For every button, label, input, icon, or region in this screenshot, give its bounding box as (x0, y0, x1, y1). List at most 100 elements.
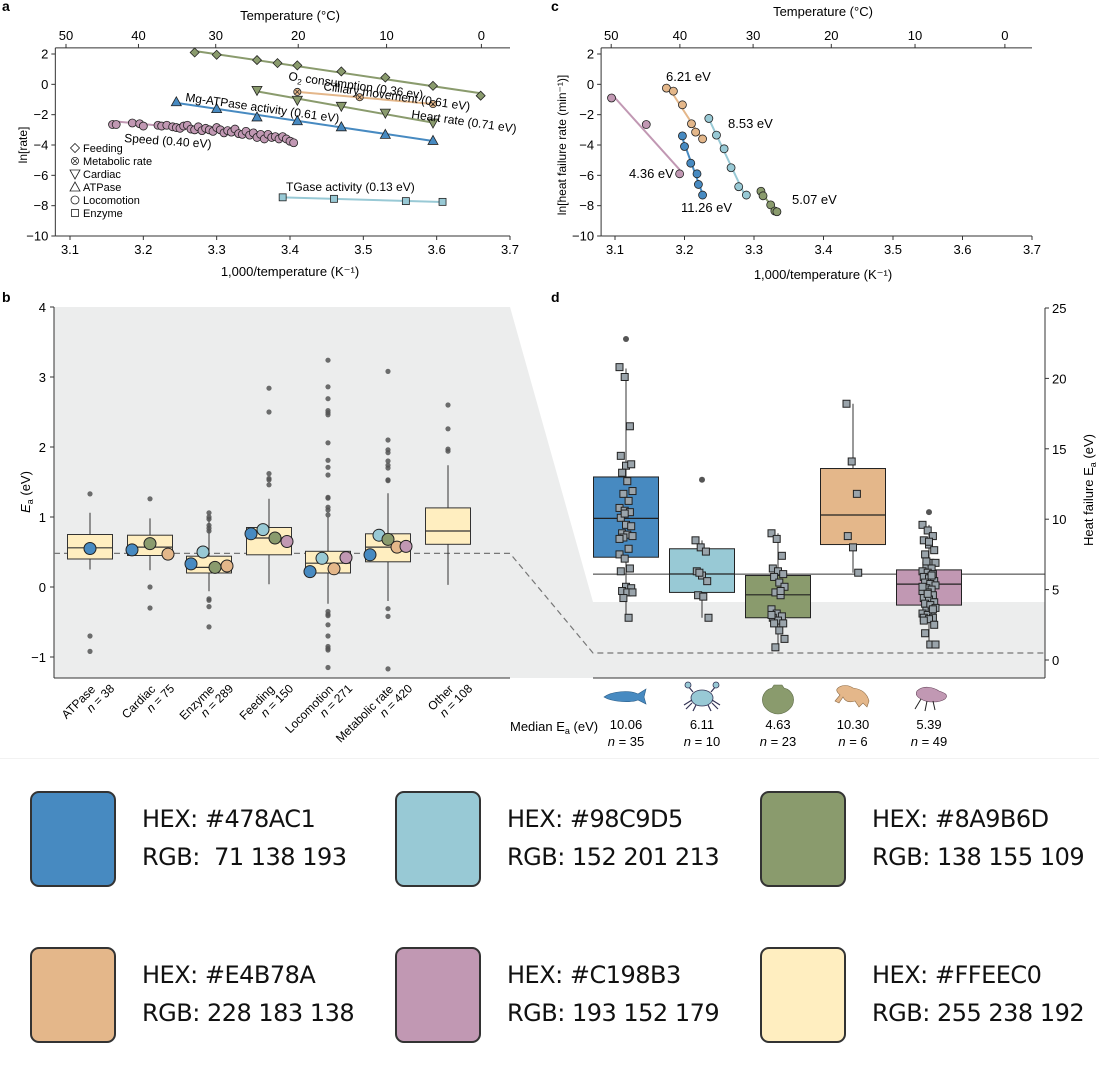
legend-symbol-icon (71, 209, 79, 217)
y-tick-label: 0 (41, 77, 48, 92)
panel-b-category-labels: ATPasen = 38 Cardiacn = 75 Enzymen = 289 Fe… (59, 681, 476, 745)
n-label: n = 23 (760, 734, 797, 749)
outlier-point (926, 509, 932, 516)
box-crab (669, 476, 735, 622)
data-point (696, 543, 705, 552)
data-point (921, 629, 930, 638)
color-swatch (395, 947, 481, 1043)
taxon-point (220, 559, 234, 573)
top-tick-label: 20 (291, 28, 305, 43)
data-point (251, 86, 263, 97)
box-feeding (244, 385, 294, 585)
panel-letter-c: c (551, 0, 559, 14)
y-tick-label: 1 (39, 510, 46, 525)
color-swatch (30, 947, 116, 1043)
outlier-point (385, 465, 391, 471)
y-tick-label: −8 (579, 198, 594, 213)
data-point (401, 197, 410, 206)
data-point (771, 643, 780, 652)
data-point (842, 399, 851, 408)
legend-item-enzyme: Enzyme (71, 208, 123, 220)
data-point (698, 134, 707, 144)
legend-label: ATPase (83, 182, 121, 194)
data-point (776, 587, 785, 596)
n-value: = 10 (691, 734, 720, 749)
panel-d-ylabel: Heat failure Ea (eV) (1081, 434, 1098, 546)
data-point (615, 363, 624, 372)
taxon-point (83, 542, 97, 555)
data-point (330, 194, 338, 203)
median-label: Median Ea (eV) (510, 719, 598, 736)
data-point (766, 200, 776, 210)
panel-a-chart: Temperature (°C) 50 40 30 20 10 0 3.1 3.2 3.3 3.… (16, 8, 519, 279)
data-point (438, 197, 447, 206)
n-symbol: n (760, 734, 767, 749)
series-6-21-ev (662, 83, 707, 144)
data-point (726, 163, 736, 173)
n-symbol: n (911, 734, 918, 749)
n-value: = 6 (846, 734, 868, 749)
rgb-label: RGB: 138 155 109 (872, 843, 1085, 871)
zoom-connector-shading (54, 307, 1045, 678)
data-point-cross (357, 94, 362, 100)
category-n-value: = 38 (88, 681, 117, 710)
palette-item: HEX: #478AC1 RGB: 71 138 193 (30, 791, 390, 891)
data-point (775, 578, 784, 587)
outlier-point (385, 437, 391, 443)
legend-symbol-icon (69, 181, 81, 192)
data-point (699, 592, 708, 601)
data-point (779, 570, 788, 579)
data-point (925, 537, 933, 546)
annotation-11-26: 11.26 eV (681, 200, 732, 215)
y-tick-label: −10 (572, 229, 594, 244)
panel-letter-a: a (2, 0, 10, 14)
outlier-point (87, 648, 93, 655)
data-point (770, 572, 779, 581)
data-point (779, 619, 788, 628)
taxon-point (256, 523, 270, 537)
taxon-point (268, 531, 282, 545)
outlier-point (325, 412, 331, 418)
outlier-point (206, 604, 212, 610)
fit-line (610, 93, 681, 171)
outlier-point (385, 368, 391, 374)
box-fly (896, 509, 962, 649)
data-point (380, 72, 391, 83)
outlier-point (623, 335, 629, 342)
data-point (923, 589, 932, 598)
annotation-4-36: 4.36 eV (629, 166, 674, 181)
data-point (775, 626, 784, 635)
x-tick-label: 3.3 (208, 242, 226, 257)
outlier-point (206, 624, 212, 630)
data-point (475, 90, 486, 101)
series-5-07-ev (756, 186, 782, 217)
y-tick-label: 3 (39, 370, 46, 385)
box-locomotion (303, 357, 353, 671)
box-metabolic-rate (363, 368, 413, 672)
outlier-point (325, 507, 331, 513)
data-point (675, 169, 685, 179)
top-tick-label: 30 (208, 28, 222, 43)
y-tick-label: 10 (1052, 512, 1066, 527)
y-tick-label: −6 (34, 168, 49, 183)
data-point (624, 613, 633, 622)
median-value: 4.63 (765, 717, 790, 732)
outlier-point (325, 633, 331, 639)
annotation-speed: Speed (0.40 eV) (124, 131, 212, 151)
data-point (335, 101, 348, 113)
panel-a-series (108, 47, 486, 206)
taxon-point (363, 548, 377, 562)
scallop-icon (762, 684, 794, 715)
data-point (211, 49, 222, 60)
outlier-point (206, 510, 212, 516)
figure: a c b d Temperature (°C) 50 40 30 20 10 0 3.1… (2, 0, 1098, 749)
hex-label: HEX: #C198B3 (507, 961, 681, 989)
n-symbol: n (684, 734, 691, 749)
outlier-point (147, 584, 153, 590)
palette-item: HEX: #FFEEC0 RGB: 255 238 192 (760, 947, 1099, 1047)
box-cardiac (125, 496, 175, 611)
taxon-point (244, 527, 258, 541)
data-point (919, 616, 928, 625)
data-point (734, 182, 744, 192)
n-value: = 35 (615, 734, 644, 749)
